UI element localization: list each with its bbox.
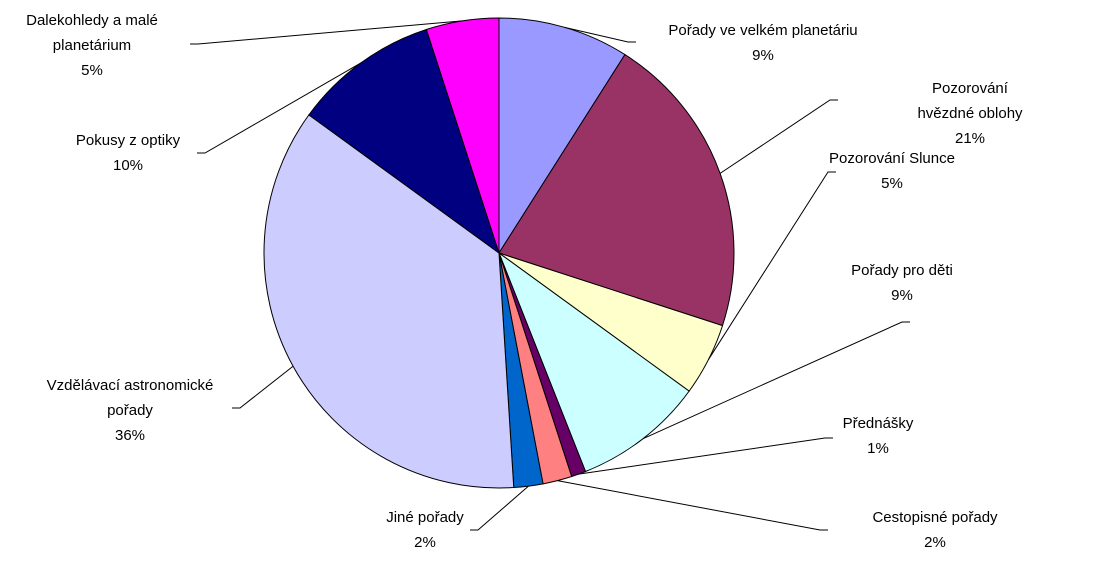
percent-label: 1%: [867, 440, 889, 457]
category-name: Přednášky: [842, 415, 914, 432]
slice-label: Pokusy z optiky 10%: [76, 128, 180, 178]
pie-slice: [263, 114, 515, 489]
slice-label: Pořady ve velkém planetáriu 9%: [668, 18, 857, 68]
leader-line: [719, 99, 838, 174]
percent-label: 9%: [752, 47, 774, 64]
percent-label: 5%: [81, 62, 103, 79]
percent-label: 21%: [954, 130, 986, 147]
percent-label: 9%: [891, 287, 913, 304]
slice-label: Pozorování Slunce 5%: [829, 146, 955, 196]
slice-label: Cestopisné pořady 2%: [872, 505, 997, 555]
slice-label: Pozorování hvězdné oblohy 21%: [909, 76, 1032, 151]
percent-label: 5%: [881, 175, 903, 192]
leader-line: [578, 437, 833, 475]
leader-line: [642, 321, 910, 440]
slice-label: Jiné pořady 2%: [386, 505, 464, 555]
leader-line: [197, 62, 362, 154]
leader-line: [707, 171, 836, 360]
category-name: Pořady ve velkém planetáriu: [668, 22, 858, 39]
percent-label: 2%: [924, 534, 946, 551]
leader-line: [470, 485, 529, 531]
category-name: Pozorování hvězdné oblohy: [917, 80, 1023, 122]
leader-line: [232, 365, 294, 409]
category-name: Cestopisné pořady: [872, 509, 998, 526]
leader-line: [190, 20, 463, 45]
pie-slice: [498, 53, 735, 327]
category-name: Vzdělávací astronomické pořady: [46, 377, 214, 419]
slice-label: Dalekohledy a malé planetárium 5%: [26, 8, 158, 83]
pie-slice: [497, 251, 690, 473]
leader-line: [557, 480, 828, 531]
slice-label: Pořady pro děti 9%: [851, 258, 953, 308]
pie-slice: [308, 28, 500, 255]
category-name: Pokusy z optiky: [75, 132, 181, 149]
percent-label: 2%: [414, 534, 436, 551]
slice-label: Vzdělávací astronomické pořady 36%: [47, 373, 214, 448]
category-name: Jiné pořady: [386, 509, 464, 526]
category-name: Dalekohledy a malé planetárium: [26, 12, 158, 54]
pie-slice: [498, 17, 626, 255]
percent-label: 10%: [112, 157, 144, 174]
percent-label: 36%: [114, 427, 146, 444]
category-name: Pozorování Slunce: [829, 150, 955, 167]
category-name: Pořady pro děti: [851, 262, 953, 279]
leader-line: [564, 26, 636, 43]
slice-label: Přednášky 1%: [843, 411, 914, 461]
